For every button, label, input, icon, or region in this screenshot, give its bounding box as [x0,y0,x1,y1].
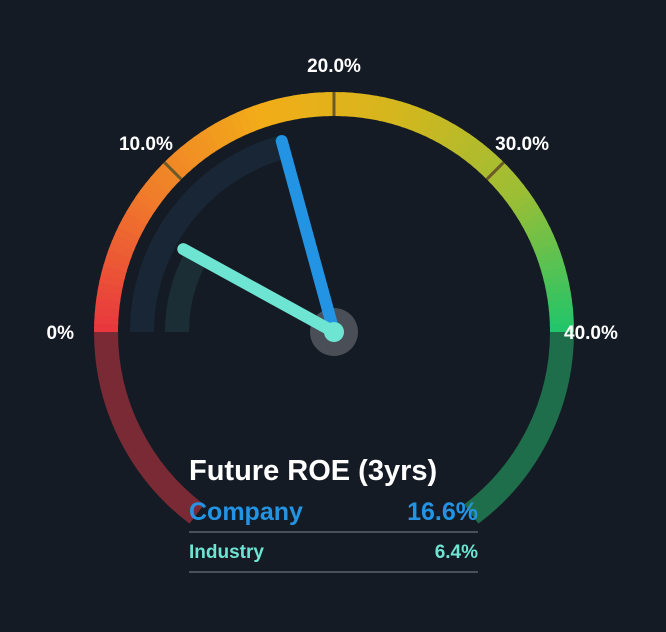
gauge-arc [94,92,574,524]
tick-labels: 0% 10.0% 20.0% 30.0% 40.0% [47,56,618,344]
tick-mark [163,161,183,181]
arc-extension-right [463,331,574,524]
company-value: 16.6% [407,497,478,526]
value-tracks [130,135,287,333]
gauge-ticks [163,92,505,181]
industry-value: 6.4% [434,542,478,563]
legend-row-industry: Industry 6.4% [189,539,478,573]
roe-legend: Future ROE (3yrs) Company 16.6% Industry… [189,452,478,573]
tick-mark [485,161,505,181]
tick-label: 10.0% [119,134,173,155]
legend-row-company: Company 16.6% [189,496,478,533]
industry-needle [177,243,340,338]
chart-title: Future ROE (3yrs) [189,455,438,487]
arc-extension-left [94,331,205,524]
industry-label: Industry [189,542,264,563]
tick-label: 0% [47,323,75,344]
tick-label: 40.0% [564,323,618,344]
industry-track [165,250,208,333]
company-needle [275,135,340,338]
gauge-needles [177,135,358,356]
company-label: Company [189,497,303,526]
tick-label: 30.0% [495,134,549,155]
needle-center [324,322,344,342]
tick-label: 20.0% [307,56,361,77]
company-track [130,135,287,333]
